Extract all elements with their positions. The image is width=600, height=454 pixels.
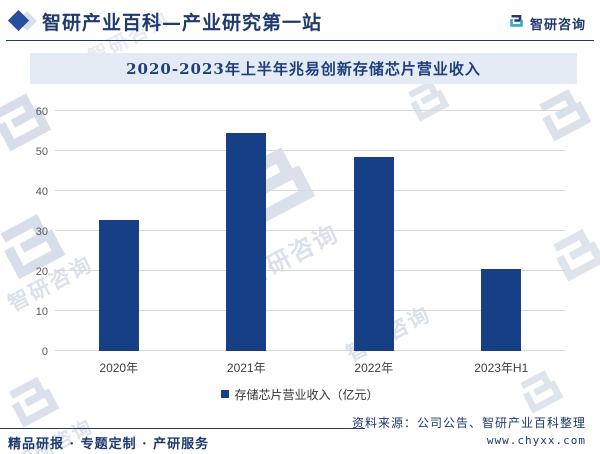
chart-title-box: 2020-2023年上半年兆易创新存储芯片营业收入 [30,53,577,84]
header: 智研产业百科—产业研究第一站 智研咨询 [0,0,600,41]
page-title: 智研产业百科—产业研究第一站 [42,12,323,34]
x-tick-label: 2023年H1 [474,361,529,375]
bar-2020年 [98,220,139,351]
x-tick-label: 2022年 [354,361,394,375]
gridline [55,190,565,191]
x-tick-label: 2020年 [99,361,139,375]
footer-services: 精品研报 · 专题定制 · 产研服务 [8,437,210,452]
y-tick-label: 0 [41,346,48,358]
plot-area [55,110,565,351]
y-tick-label: 10 [35,306,48,318]
bar-2022年 [353,156,394,351]
y-tick-label: 50 [35,146,48,158]
gridline [55,110,565,111]
y-tick-label: 20 [35,266,48,278]
gridline [55,150,565,151]
source-block: 资料来源：公司公告、智研产业百科整理 www.chyxx.com [352,414,586,447]
zhiyan-logo-icon [508,12,525,34]
x-axis: 2020年 2021年 2022年 2023年H1 [0,359,600,375]
bar-2023年H1 [481,269,522,351]
brand-name: 智研咨询 [529,16,586,32]
y-tick-label: 60 [35,106,48,118]
header-divider [6,40,594,41]
legend-label: 存储芯片营业收入（亿元） [234,387,379,402]
brand-logo: 智研咨询 [508,12,586,34]
gridline [55,310,565,311]
bar-2021年 [226,133,267,351]
footer-divider [0,428,365,429]
website-link[interactable]: www.chyxx.com [486,434,586,447]
chart-title: 2020-2023年上半年兆易创新存储芯片营业收入 [126,60,481,78]
gridline [55,230,565,231]
y-axis: 0 10 20 30 40 50 60 [0,106,48,358]
legend: 存储芯片营业收入（亿元） [0,386,600,402]
x-tick-label: 2021年 [226,361,266,375]
source-label: 资料来源：公司公告、智研产业百科整理 [351,416,586,430]
y-tick-label: 40 [35,186,48,198]
gridline [55,350,565,351]
diamond-icon [7,9,38,33]
y-tick-label: 30 [35,226,48,238]
gridline [55,270,565,271]
legend-swatch [221,390,230,398]
